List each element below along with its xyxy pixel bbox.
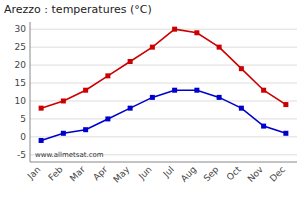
x-tick-label: Sep	[201, 164, 220, 183]
marker	[105, 116, 110, 121]
chart: Arezzo : temperatures (°C) -5 0 5 10 15 20 25 30…	[0, 0, 305, 200]
marker	[261, 124, 266, 129]
title: Arezzo : temperatures (°C)	[4, 3, 152, 16]
marker	[39, 138, 44, 143]
marker	[239, 106, 244, 111]
x-tick-label: Feb	[46, 164, 65, 183]
marker	[105, 73, 110, 78]
marker	[239, 66, 244, 71]
marker	[128, 106, 133, 111]
x-tick-label: Jun	[136, 164, 154, 182]
y-tick-label: 10	[15, 96, 27, 106]
marker	[61, 98, 66, 103]
grid-line	[30, 100, 297, 101]
x-tick-label: Jan	[25, 164, 43, 182]
x-tick-label: Apr	[91, 164, 109, 182]
y-tick-label: 5	[20, 114, 26, 124]
y-tick-label: 0	[20, 132, 26, 142]
marker	[61, 131, 66, 136]
marker	[172, 88, 177, 93]
plot-area	[39, 27, 289, 143]
marker	[261, 88, 266, 93]
series-line	[41, 29, 286, 108]
marker	[83, 127, 88, 132]
marker	[194, 30, 199, 35]
x-tick-label: Mar	[68, 164, 87, 183]
x-tick-label: Dec	[268, 164, 287, 183]
marker	[83, 88, 88, 93]
marker	[217, 95, 222, 100]
grid-line	[30, 47, 297, 48]
y-tick-label: 25	[15, 42, 26, 52]
series-line	[41, 90, 286, 140]
marker	[194, 88, 199, 93]
marker	[217, 45, 222, 50]
x-axis	[30, 162, 297, 163]
marker	[283, 131, 288, 136]
grid-line	[30, 29, 297, 30]
grid-line	[30, 65, 297, 66]
x-tick-label: May	[111, 164, 132, 185]
x-tick-label: Nov	[246, 164, 266, 184]
y-tick-label: 15	[15, 78, 26, 88]
y-tick-label: -5	[17, 150, 26, 160]
grid-line	[30, 118, 297, 119]
marker	[39, 106, 44, 111]
watermark: www.allmetsat.com	[35, 151, 104, 159]
grid-line	[30, 136, 297, 137]
y-tick-label: 30	[15, 24, 27, 34]
x-tick-label: Aug	[179, 164, 199, 184]
y-axis	[30, 22, 31, 162]
x-tick-label: Oct	[225, 164, 243, 182]
marker	[150, 45, 155, 50]
x-tick-label: Jul	[161, 164, 176, 179]
marker	[150, 95, 155, 100]
marker	[283, 102, 288, 107]
y-tick-label: 20	[15, 60, 27, 70]
marker	[128, 59, 133, 64]
marker	[172, 27, 177, 32]
